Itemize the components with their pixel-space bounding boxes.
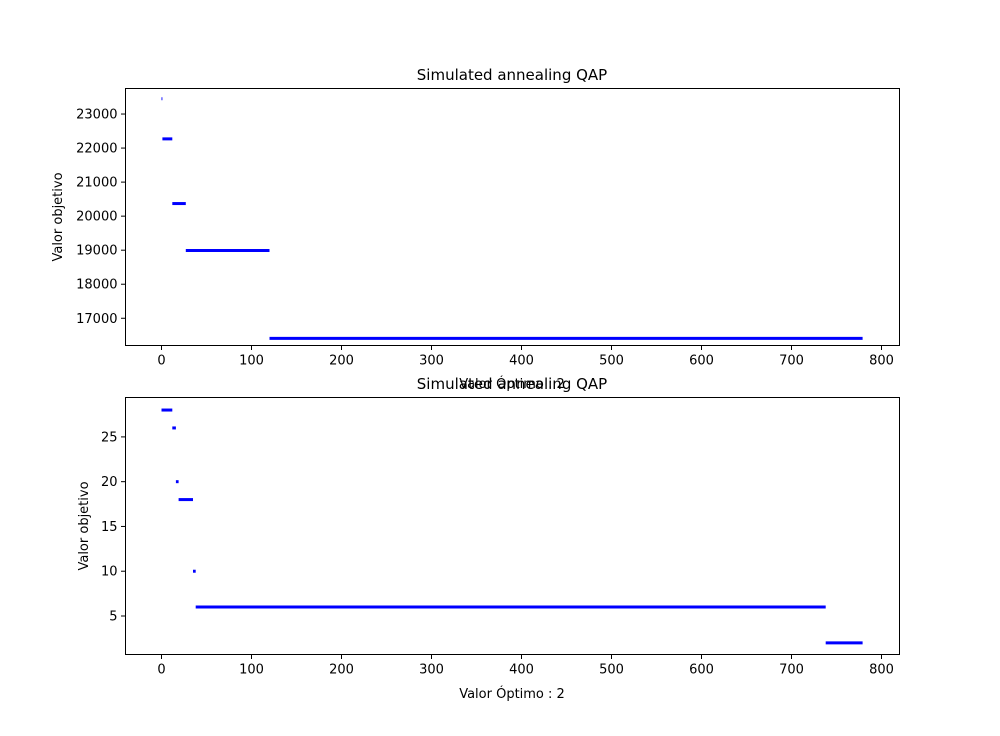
x-tick-label: 100 [239, 354, 264, 369]
y-tick-label: 18000 [76, 278, 117, 293]
subplot-bottom: 0 100 200 300 400 500 600 700 800 5 10 15 20 25 Simu… [77, 375, 900, 702]
y-ticks-bottom: 5 10 15 20 25 [101, 430, 126, 624]
x-tick-label: 100 [239, 663, 264, 678]
x-tick-label: 500 [599, 354, 624, 369]
x-tick-label: 600 [689, 663, 714, 678]
y-tick-label: 19000 [76, 244, 117, 259]
x-tick-label: 700 [779, 663, 804, 678]
chart-title-top: Simulated annealing QAP [417, 66, 607, 84]
x-tick-label: 800 [869, 354, 894, 369]
x-tick-label: 0 [157, 663, 165, 678]
y-ticks-top: 17000 18000 19000 20000 21000 22000 23000 [76, 108, 126, 327]
y-axis-label-bottom: Valor objetivo [77, 481, 92, 570]
plot-frame-top [125, 88, 900, 346]
y-tick-label: 22000 [76, 142, 117, 157]
x-tick-label: 700 [779, 354, 804, 369]
x-axis-label-bottom: Valor Óptimo : 2 [459, 686, 565, 702]
y-tick-label: 15 [101, 520, 118, 535]
data-points-bottom [161, 408, 863, 645]
x-ticks-bottom: 0 100 200 300 400 500 600 700 800 [157, 654, 894, 678]
x-tick-label: 500 [599, 663, 624, 678]
subplot-top: 0 100 200 300 400 500 600 700 800 17000 18000 1900… [51, 66, 900, 392]
x-tick-label: 300 [419, 663, 444, 678]
x-tick-label: 800 [869, 663, 894, 678]
x-tick-label: 200 [329, 354, 354, 369]
y-tick-label: 25 [101, 430, 118, 445]
y-tick-label: 20 [101, 475, 118, 490]
x-tick-label: 400 [509, 663, 534, 678]
x-ticks-top: 0 100 200 300 400 500 600 700 800 [157, 345, 894, 369]
data-points-top [161, 97, 863, 340]
y-tick-label: 23000 [76, 108, 117, 123]
y-tick-label: 21000 [76, 176, 117, 191]
x-axis-label-top: Valor Óptimo : 2 [459, 376, 565, 392]
y-tick-label: 20000 [76, 210, 117, 225]
y-axis-label-top: Valor objetivo [51, 172, 66, 261]
x-tick-label: 300 [419, 354, 444, 369]
x-tick-label: 200 [329, 663, 354, 678]
y-tick-label: 10 [101, 565, 118, 580]
y-tick-label: 5 [109, 609, 117, 624]
y-tick-label: 17000 [76, 312, 117, 327]
chart-title-bottom: Simulated annealing QAP [417, 375, 607, 393]
x-tick-label: 0 [157, 354, 165, 369]
x-tick-label: 400 [509, 354, 534, 369]
x-tick-label: 600 [689, 354, 714, 369]
